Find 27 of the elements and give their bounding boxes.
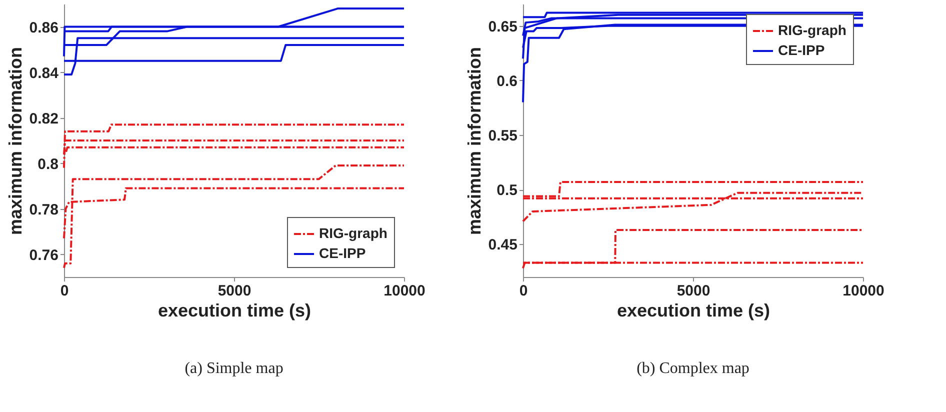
x-tick-label: 10000 (842, 282, 884, 300)
x-tick-label: 5000 (676, 282, 710, 300)
legend-label: RIG-graph (778, 22, 846, 38)
x-tick-label: 0 (60, 282, 69, 300)
x-tick-label: 5000 (218, 282, 252, 300)
y-tick-label: 0.76 (29, 246, 58, 264)
legend-label: RIG-graph (319, 225, 388, 241)
y-tick-label: 0.78 (29, 201, 58, 218)
y-tick-label: 0.55 (488, 128, 518, 145)
text: (b) Complex map (636, 360, 750, 377)
y-axis-title: maximum information (5, 46, 26, 236)
x-tick-label: 10000 (384, 282, 426, 300)
legend-label: CE-IPP (778, 42, 825, 58)
y-tick-label: 0.65 (488, 18, 518, 36)
legend-label: CE-IPP (319, 245, 366, 261)
x-axis-title: execution time (s) (158, 300, 312, 320)
x-axis-title: execution time (s) (616, 300, 770, 320)
x-tick-label: 0 (519, 282, 528, 300)
y-axis-title: maximum information (464, 46, 484, 236)
y-tick-label: 0.8 (38, 156, 58, 173)
y-tick-label: 0.82 (29, 110, 58, 128)
y-tick-label: 0.6 (496, 72, 518, 90)
y-tick-label: 0.45 (488, 236, 518, 254)
y-tick-label: 0.5 (496, 182, 518, 200)
text: (a) Simple map (184, 360, 284, 377)
y-tick-label: 0.86 (29, 19, 58, 36)
y-tick-label: 0.84 (29, 64, 60, 82)
